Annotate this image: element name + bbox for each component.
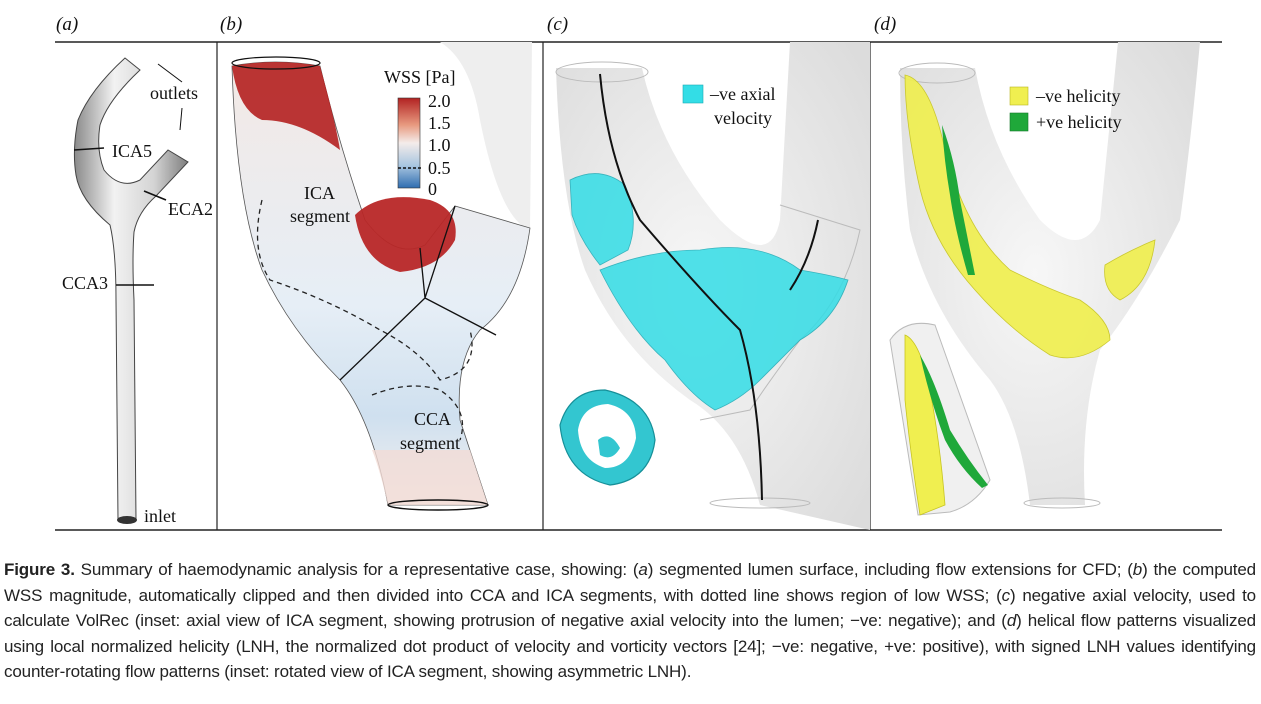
outlets-label: outlets — [150, 83, 198, 103]
figure-caption: Figure 3. Summary of haemodynamic analys… — [4, 557, 1256, 685]
ica-segment-label-1: ICA — [304, 183, 335, 203]
ica5-label: ICA5 — [112, 141, 152, 161]
inlet-label: inlet — [144, 506, 176, 526]
wss-tick-0.5: 0.5 — [428, 158, 451, 178]
caption-b: b — [1132, 560, 1143, 579]
helicity-illustration — [889, 42, 1200, 516]
ica-segment-label-2: segment — [290, 206, 350, 226]
pos-helicity-legend: +ve helicity — [1036, 112, 1122, 132]
caption-text-4: ) negative axial velocity, used to calcu… — [4, 585, 1256, 631]
cca-segment-label-2: segment — [400, 433, 460, 453]
cca-segment-label-1: CCA — [414, 409, 452, 429]
figure-graphics — [55, 41, 1222, 531]
wss-map-illustration — [231, 42, 532, 511]
axial-velocity-legend-2: velocity — [714, 108, 772, 128]
caption-c: c — [1001, 585, 1011, 605]
wss-tick-2.0: 2.0 — [428, 91, 451, 111]
caption-text-5: ) helical flow patterns visualized using… — [4, 611, 1256, 681]
eca2-label: ECA2 — [168, 199, 213, 219]
caption-lead: Figure 3. — [4, 560, 75, 579]
panel-a-label: (a) — [56, 14, 79, 35]
wss-tick-0: 0 — [428, 179, 437, 199]
wss-tick-1.0: 1.0 — [428, 135, 451, 155]
caption-text-3: ) the computed WSS magnitude, automatica… — [4, 560, 1256, 605]
caption-a: a — [638, 560, 648, 579]
wss-legend-title: WSS [Pa] — [384, 67, 456, 87]
figure-3: (a) (b) (c) (d) outlets ICA5 ECA2 CCA3 i… — [55, 14, 1222, 531]
caption-d: d — [1006, 611, 1017, 630]
axial-velocity-illustration — [555, 42, 870, 530]
lumen-surface-illustration — [73, 57, 189, 524]
panel-b-label: (b) — [220, 14, 243, 35]
wss-tick-1.5: 1.5 — [428, 113, 451, 133]
panel-c-label: (c) — [547, 14, 569, 35]
axial-velocity-legend-1: –ve axial — [710, 84, 776, 104]
neg-helicity-legend: –ve helicity — [1036, 86, 1121, 106]
panel-d-label: (d) — [874, 14, 897, 35]
caption-text-1: Summary of haemodynamic analysis for a r… — [80, 560, 639, 579]
caption-text-2: ) segmented lumen surface, including flo… — [647, 560, 1133, 579]
cca3-label: CCA3 — [62, 273, 109, 293]
